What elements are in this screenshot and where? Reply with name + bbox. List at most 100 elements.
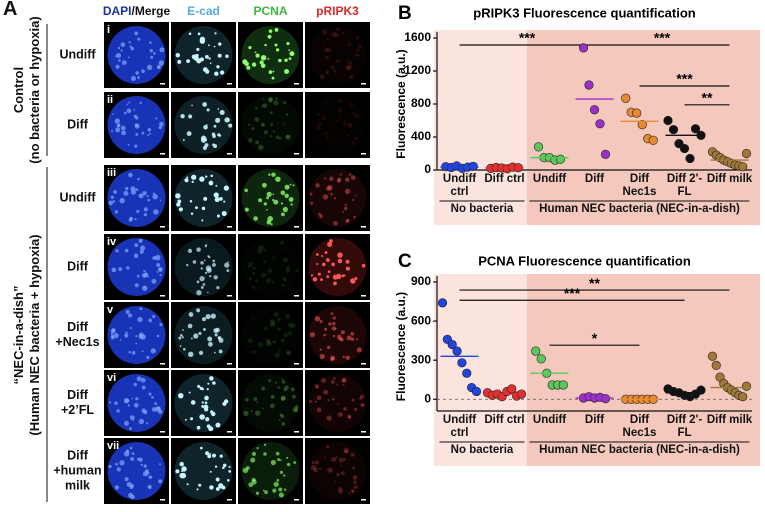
speckle [277,327,281,331]
speckle [129,427,132,430]
micrograph [305,92,370,158]
column-header-name: PCNA [253,4,288,18]
speckle [346,219,350,222]
speckle [118,267,123,272]
x-tick-label: Diff milk [706,173,753,185]
speckle [341,274,345,278]
speckle [186,59,190,64]
speckle [135,132,139,136]
speckle [261,386,266,391]
speckle [342,383,345,386]
speckle [347,414,352,419]
speckle [128,351,132,354]
speckle [284,69,290,75]
speckle [243,410,249,417]
speckle [344,188,351,195]
speckle [319,348,322,351]
speckle [334,33,339,38]
speckle [274,27,279,32]
speckle [331,262,335,267]
speckle [228,465,231,469]
speckle [183,347,186,351]
speckle [248,261,253,267]
y-tick-label: 800 [411,96,431,110]
speckle [272,256,276,260]
speckle [281,378,284,380]
scale-bar [294,226,299,228]
speckle [196,425,201,430]
speckle [345,266,350,271]
speckle [338,337,343,341]
speckle [321,114,327,120]
speckle [199,275,205,282]
speckle [288,49,291,51]
speckle [228,470,232,473]
speckle [250,457,256,463]
speckle [283,388,287,392]
speckle [200,137,207,143]
speckle [115,64,120,69]
speckle [212,262,216,267]
speckle [191,174,197,180]
speckle [332,316,336,320]
speckle [259,60,264,65]
micrograph [238,438,303,504]
speckle [159,274,162,277]
speckle [200,261,204,265]
speckle [265,338,271,344]
speckle [286,265,290,269]
speckle [351,141,356,146]
speckle [186,131,192,136]
micrograph [171,22,236,88]
speckle [245,466,250,470]
speckle [275,135,280,140]
speckle [152,193,158,200]
speckle [316,113,321,117]
speckle [271,281,275,284]
speckle [127,56,130,59]
scale-bar [361,499,366,501]
speckle [257,245,261,249]
speckle [190,417,194,421]
speckle [179,472,185,479]
speckle [352,131,355,134]
speckle [186,263,189,267]
organoid [174,306,233,364]
speckle [278,492,284,498]
speckle [136,457,140,461]
speckle [280,202,284,205]
speckle [287,322,293,328]
speckle [337,98,342,104]
group-label: Control (no bacteria or hypoxia) [11,0,43,210]
speckle [332,321,336,326]
significance-label: *** [654,30,671,46]
speckle [116,467,121,472]
speckle [318,212,321,216]
speckle [285,134,292,140]
speckle [331,326,337,331]
micrograph [238,370,303,436]
speckle [154,254,161,261]
speckle [117,46,121,50]
organoid [174,96,233,154]
organoid [308,238,367,296]
speckle [140,463,143,467]
speckle [140,377,146,383]
speckle [281,380,286,384]
speckle [203,259,206,262]
speckle [280,338,285,343]
speckle [110,332,114,335]
data-point [578,43,589,53]
speckle [134,123,139,127]
speckle [207,454,212,459]
speckle [140,245,146,251]
speckle [148,486,152,489]
speckle [253,397,258,401]
speckle [338,486,342,490]
speckle [295,405,299,409]
speckle [280,396,286,401]
speckle [247,265,251,268]
scale-bar [160,363,165,365]
speckle [277,458,281,462]
speckle [267,272,269,275]
